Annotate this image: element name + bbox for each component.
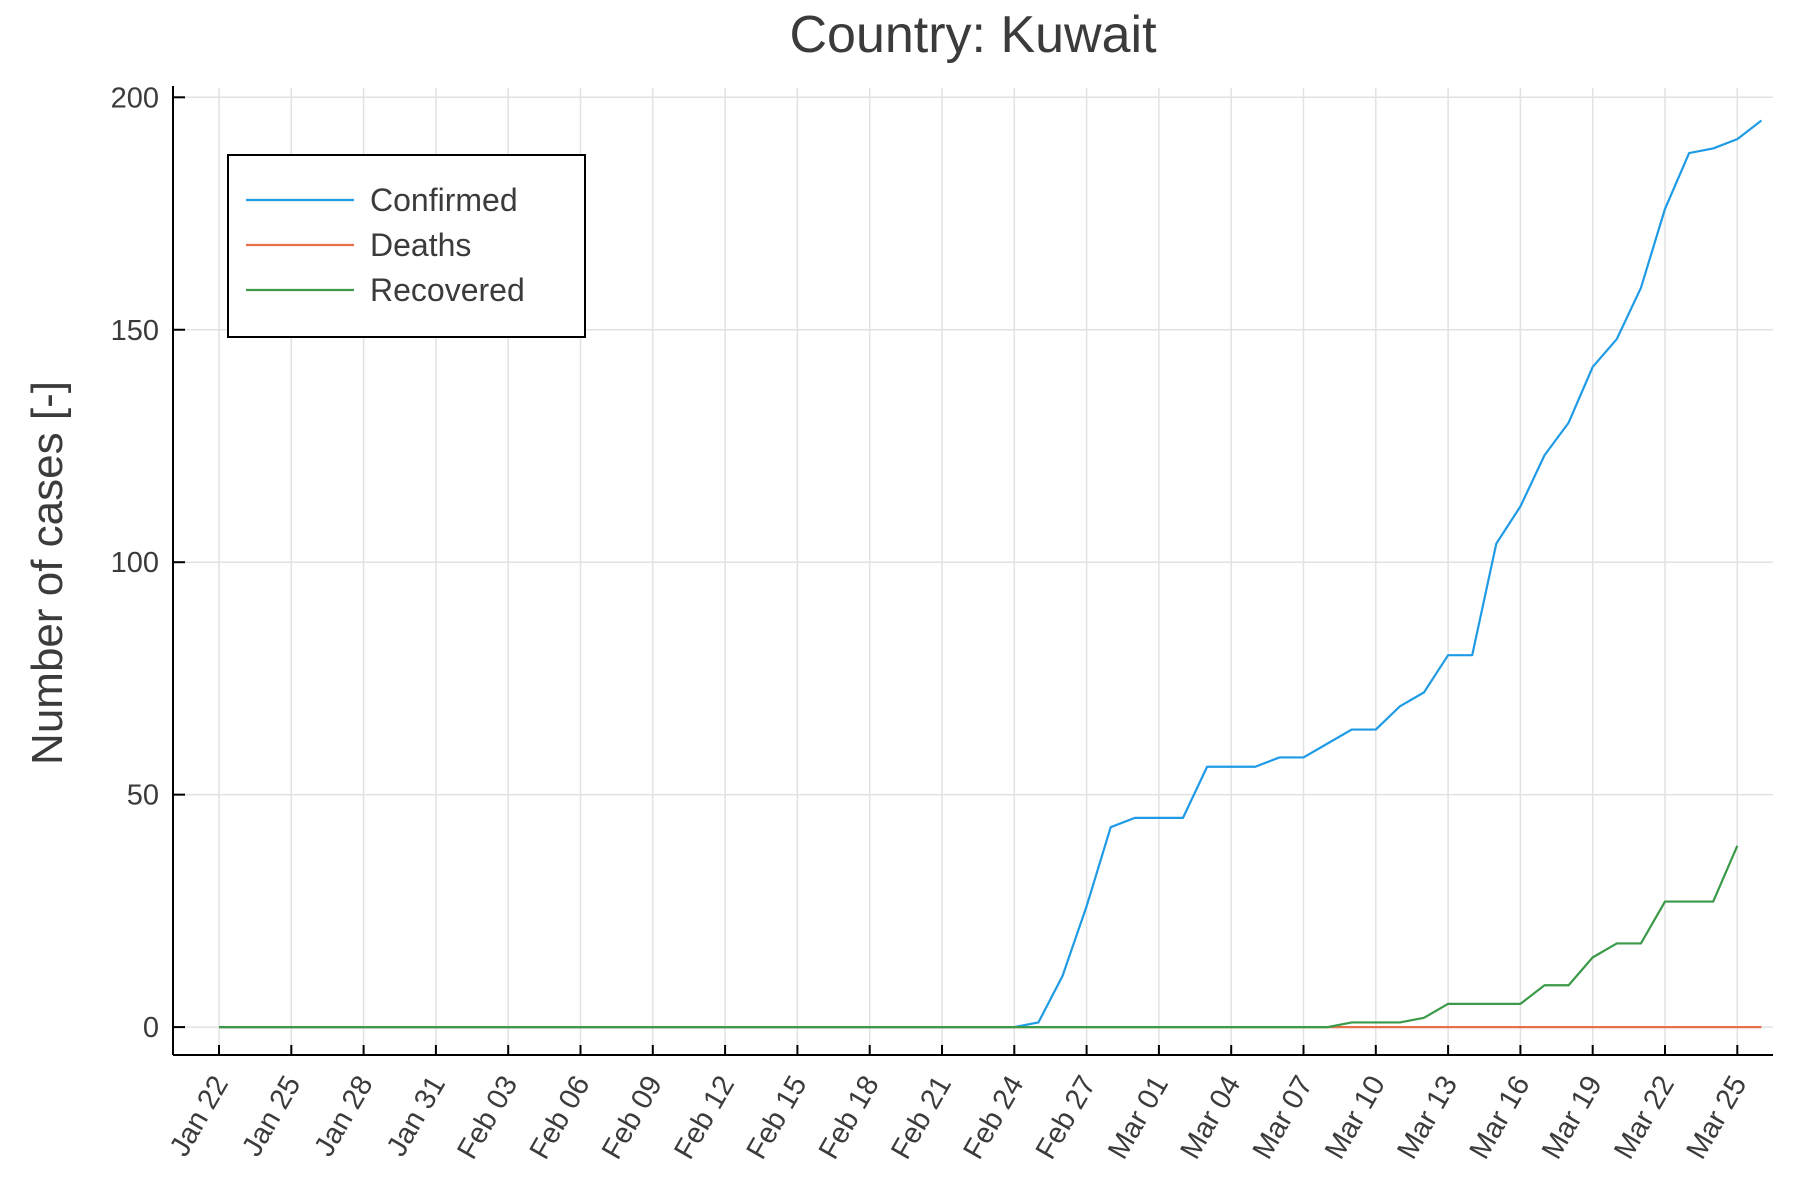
series-lines <box>219 119 1763 1029</box>
x-tick-label: Jan 28 <box>308 1071 379 1162</box>
x-tick-label: Mar 25 <box>1681 1071 1754 1165</box>
x-tick-label: Feb 03 <box>451 1071 524 1165</box>
x-tick-label: Feb 09 <box>596 1071 669 1165</box>
x-tick-label: Feb 06 <box>524 1071 597 1165</box>
y-tick-label: 200 <box>111 82 159 114</box>
x-tick-label: Mar 04 <box>1174 1071 1247 1165</box>
x-tick-label: Mar 13 <box>1391 1071 1464 1165</box>
x-tick-label: Feb 27 <box>1030 1071 1103 1165</box>
y-tick-label: 100 <box>111 547 159 579</box>
x-tick-label: Feb 12 <box>668 1071 741 1165</box>
legend-label-deaths: Deaths <box>370 227 471 263</box>
x-tick-label: Mar 10 <box>1319 1071 1392 1165</box>
x-tick-label: Mar 16 <box>1464 1071 1537 1165</box>
y-axis-label: Number of cases [-] <box>23 381 72 765</box>
legend-label-confirmed: Confirmed <box>370 182 518 218</box>
x-tick-label: Mar 07 <box>1247 1071 1320 1165</box>
x-tick-label: Mar 01 <box>1102 1071 1175 1165</box>
legend-label-recovered: Recovered <box>370 272 525 308</box>
x-tick-label: Feb 18 <box>813 1071 886 1165</box>
x-tick-label: Jan 22 <box>164 1071 235 1162</box>
y-tick-label: 0 <box>143 1012 159 1044</box>
x-tick-label: Jan 25 <box>236 1071 307 1162</box>
series-line-recovered <box>219 845 1739 1029</box>
x-tick-label: Mar 19 <box>1536 1071 1609 1165</box>
chart-title: Country: Kuwait <box>789 6 1157 64</box>
x-tick-label: Feb 21 <box>885 1071 958 1165</box>
x-tick-label: Feb 15 <box>741 1071 814 1165</box>
x-tick-label: Jan 31 <box>381 1071 452 1162</box>
x-tick-label: Feb 24 <box>958 1071 1031 1165</box>
x-tick-label: Mar 22 <box>1608 1071 1681 1165</box>
y-tick-label: 150 <box>111 315 159 347</box>
legend: Confirmed Deaths Recovered <box>227 154 586 338</box>
y-tick-label: 50 <box>127 780 159 812</box>
